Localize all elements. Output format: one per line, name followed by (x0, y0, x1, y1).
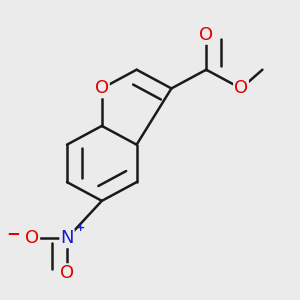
Text: +: + (76, 223, 85, 232)
Text: N: N (60, 229, 74, 247)
Text: O: O (95, 80, 109, 98)
Text: O: O (234, 80, 248, 98)
Text: −: − (7, 224, 20, 242)
Text: O: O (60, 264, 74, 282)
Text: O: O (25, 229, 39, 247)
Text: O: O (199, 26, 213, 44)
